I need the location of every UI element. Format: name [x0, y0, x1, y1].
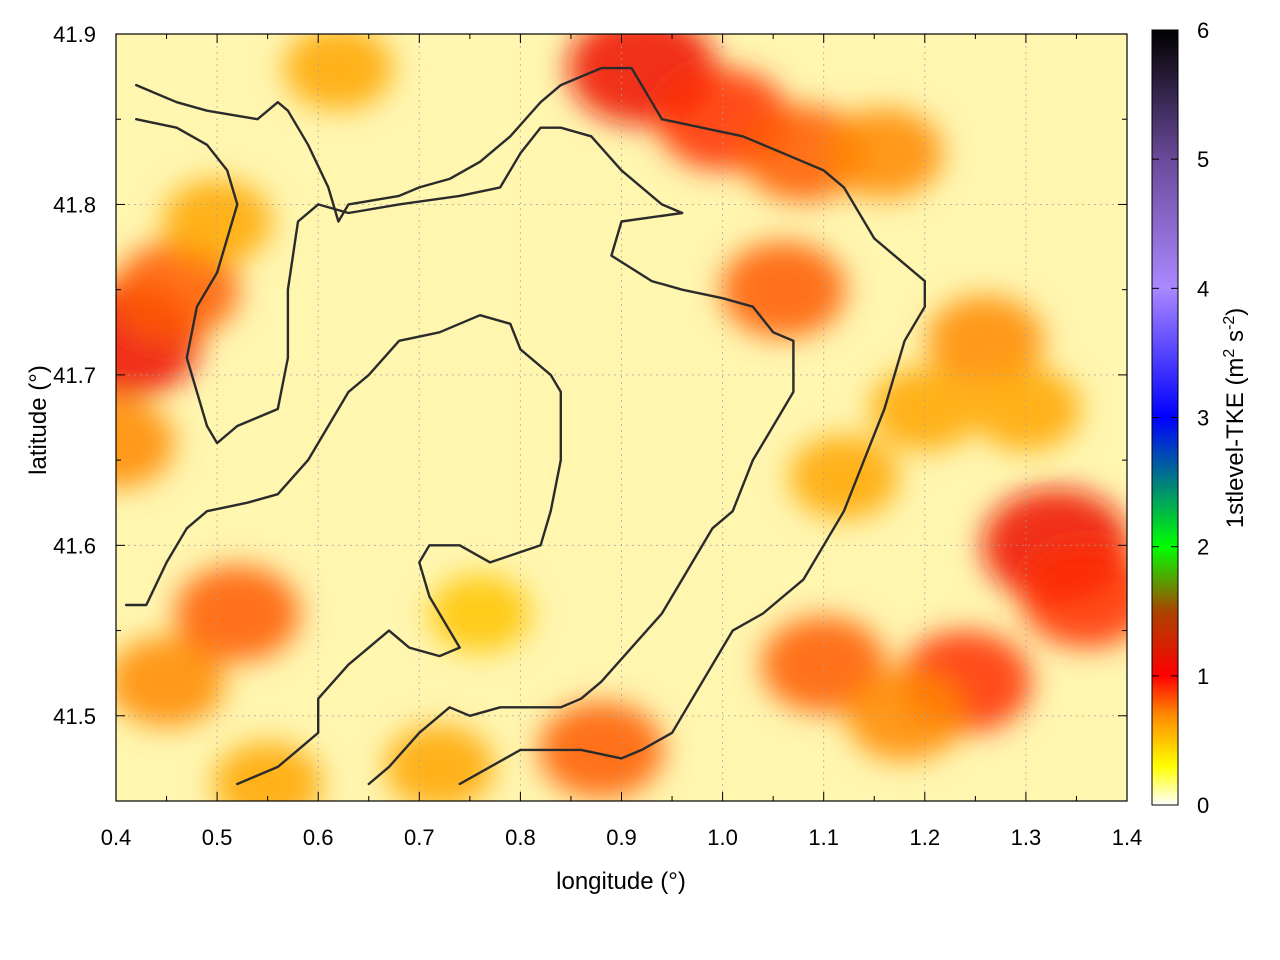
tke-hotspot-17	[116, 636, 226, 727]
x-tick-label: 1.2	[910, 825, 941, 850]
tke-hotspot-20	[174, 565, 300, 662]
x-axis-title: longitude (°)	[556, 868, 686, 895]
y-tick-label: 41.6	[53, 533, 96, 558]
tke-hotspot-6	[741, 105, 866, 202]
y-axis-ticks: 41.5 41.6 41.7 41.8 41.9	[53, 22, 1127, 802]
heatmap-hotspots	[116, 34, 1127, 801]
tke-hotspot-18	[213, 741, 323, 801]
x-tick-label: 0.5	[202, 825, 233, 850]
y-tick-label: 41.7	[53, 363, 96, 388]
tke-hotspot-15	[538, 701, 664, 798]
tke-hotspot-1	[116, 241, 240, 338]
tke-hotspot-11	[1020, 545, 1127, 648]
colorbar-tick-label: 3	[1197, 406, 1209, 431]
tke-hotspot-7	[825, 108, 943, 199]
tke-hotspot-19	[283, 34, 394, 111]
y-tick-label: 41.8	[53, 192, 96, 217]
x-tick-label: 0.7	[404, 825, 435, 850]
y-axis-title: latitude (°)	[25, 365, 52, 475]
y-tick-label: 41.5	[53, 704, 96, 729]
tke-hotspot-22	[789, 435, 899, 520]
tke-hotspot-21	[870, 366, 980, 451]
x-tick-label: 0.9	[606, 825, 637, 850]
contour-line-2	[124, 314, 562, 786]
contour-line-1	[134, 117, 795, 786]
colorbar-ticks: 0 1 2 3 4 5 6	[1152, 18, 1209, 818]
tke-hotspot-23	[971, 366, 1081, 451]
x-tick-label: 0.8	[505, 825, 536, 850]
colorbar: 0 1 2 3 4 5 6 1stlevel-TKE (m2 s-2)	[1151, 18, 1249, 818]
colorbar-tick-label: 0	[1197, 793, 1209, 818]
colorbar-tick-label: 5	[1197, 147, 1209, 172]
tke-hotspot-3	[116, 398, 175, 489]
x-tick-label: 0.6	[303, 825, 334, 850]
colorbar-tick-label: 4	[1197, 276, 1209, 301]
x-tick-label: 1.0	[707, 825, 738, 850]
colorbar-title: 1stlevel-TKE (m2 s-2)	[1221, 308, 1249, 529]
tke-hotspot-9	[926, 295, 1044, 386]
x-tick-label: 1.3	[1011, 825, 1042, 850]
x-axis-ticks: 0.4 0.5 0.6 0.7 0.8 0.9 1.0 1.1 1.2 1.3 1.4	[101, 34, 1143, 850]
colorbar-tick-label: 6	[1197, 18, 1209, 43]
x-tick-label: 1.1	[808, 825, 839, 850]
tke-hotspot-16	[384, 724, 495, 801]
y-tick-label: 41.9	[53, 22, 96, 47]
contour-line-0	[134, 66, 926, 786]
tke-hotspot-14	[846, 670, 964, 761]
x-tick-label: 0.4	[101, 825, 132, 850]
tke-hotspot-8	[720, 241, 846, 338]
colorbar-tick-label: 2	[1197, 535, 1209, 560]
contour-lines	[124, 66, 926, 786]
colorbar-tick-label: 1	[1197, 664, 1209, 689]
tke-hotspot-24	[429, 574, 531, 653]
x-tick-label: 1.4	[1112, 825, 1143, 850]
